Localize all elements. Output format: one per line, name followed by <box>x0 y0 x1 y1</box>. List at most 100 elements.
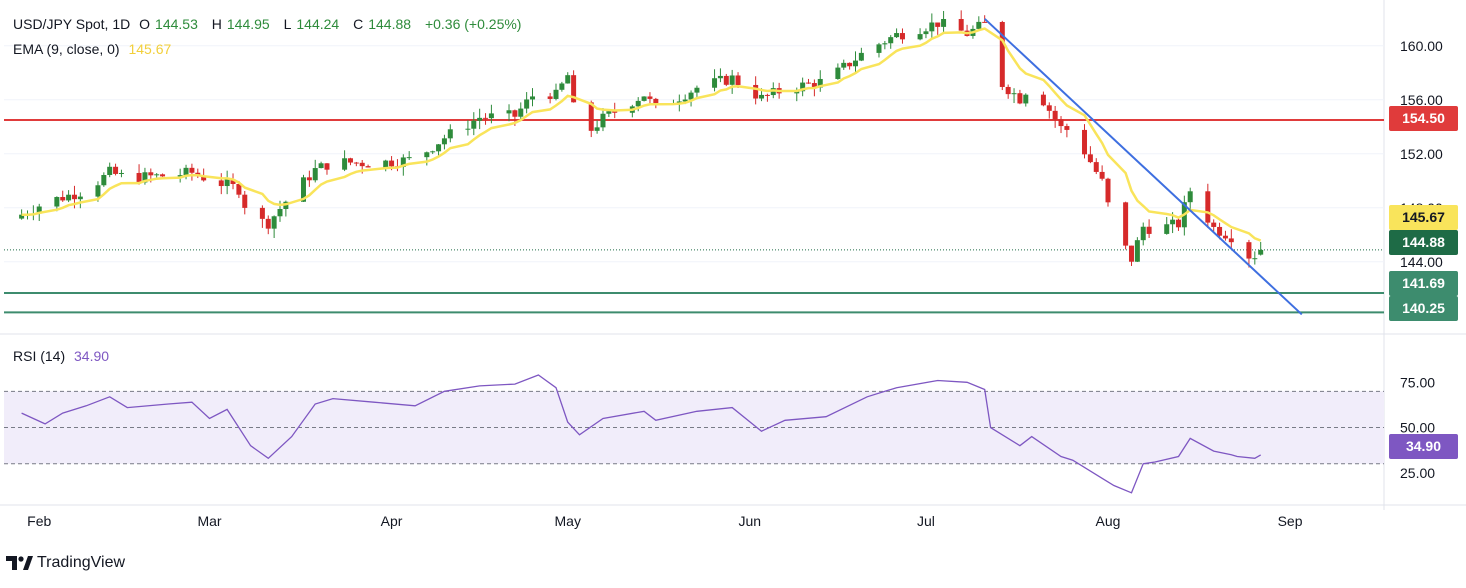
symbol-title: USD/JPY Spot, 1D <box>13 16 131 32</box>
candle <box>1046 102 1052 119</box>
candle <box>929 13 935 40</box>
candle <box>941 10 947 34</box>
candle <box>958 10 964 31</box>
candle <box>406 151 412 160</box>
candle <box>306 170 312 187</box>
candle <box>694 85 700 99</box>
candle <box>565 72 571 84</box>
candle <box>113 163 119 176</box>
candle-body <box>365 166 371 168</box>
candle-body <box>430 151 436 153</box>
candle <box>982 15 988 23</box>
candle-body <box>1217 226 1223 236</box>
candle-body <box>60 197 66 201</box>
candle <box>66 190 72 203</box>
candle-body <box>1087 154 1093 163</box>
candle-body <box>1187 191 1193 203</box>
price-pane <box>4 8 1384 332</box>
candle <box>917 28 923 41</box>
candle <box>101 172 107 187</box>
candle-body <box>806 82 812 84</box>
candle <box>729 69 735 94</box>
candle-body <box>77 196 83 200</box>
candle <box>271 215 277 239</box>
candle-body <box>852 60 858 67</box>
trend-line <box>983 18 1303 316</box>
candle <box>594 120 600 134</box>
candle <box>230 173 236 190</box>
candle <box>365 164 371 168</box>
candle-body <box>265 218 271 229</box>
candle <box>447 124 453 143</box>
rsi-line <box>21 374 1262 494</box>
candle-body <box>347 158 353 163</box>
candle-body <box>565 75 571 84</box>
candle <box>465 120 471 136</box>
resistance-price-label: 154.50 <box>1389 106 1458 131</box>
candle <box>1252 251 1258 265</box>
candle-body <box>688 92 694 100</box>
candle <box>1017 89 1023 105</box>
candle-body <box>612 111 618 113</box>
candle-body <box>1123 202 1129 246</box>
candle-body <box>318 163 324 169</box>
candle <box>342 150 348 172</box>
candle-body <box>518 108 524 117</box>
candle-body <box>530 96 536 100</box>
candle-body <box>811 83 817 88</box>
candle-body <box>259 207 265 219</box>
candle <box>224 170 230 195</box>
candle-body <box>19 214 25 219</box>
candle-body <box>160 174 166 177</box>
candle-body <box>982 21 988 23</box>
time-tick-label: Feb <box>27 513 51 529</box>
candle <box>518 102 524 121</box>
candle <box>353 161 359 167</box>
candle <box>888 35 894 49</box>
high-label: H <box>211 16 222 32</box>
candle-body <box>424 152 430 158</box>
low-label: L <box>283 16 292 32</box>
candle-body <box>1046 105 1052 111</box>
candle <box>477 108 483 130</box>
candle-body <box>923 31 929 35</box>
ema-line <box>21 27 1262 242</box>
candle-body <box>218 180 224 187</box>
candle <box>817 70 823 92</box>
candle <box>1123 201 1129 250</box>
candle-body <box>242 194 248 208</box>
candle <box>160 173 166 177</box>
candle-body <box>553 89 559 99</box>
candle <box>858 47 864 62</box>
candle-body <box>717 75 723 79</box>
candle <box>242 190 248 215</box>
candle <box>894 28 900 39</box>
candle <box>483 113 489 125</box>
candle-body <box>899 33 905 40</box>
candle-body <box>847 62 853 67</box>
open-label: O <box>139 16 151 32</box>
candle-body <box>571 75 577 103</box>
candle-body <box>71 194 77 200</box>
candle <box>841 59 847 70</box>
candle <box>324 163 330 175</box>
close-value: 144.88 <box>368 16 412 32</box>
ema-value: 145.67 <box>128 41 172 57</box>
candle <box>688 90 694 107</box>
candle-body <box>148 172 154 176</box>
rsi-tick-label: 50.00 <box>1400 420 1435 436</box>
candle <box>559 81 565 92</box>
candle-body <box>999 21 1005 87</box>
candle-body <box>353 162 359 164</box>
candle-body <box>447 129 453 139</box>
time-tick-label: Apr <box>381 513 403 529</box>
candle-body <box>1093 162 1099 172</box>
candle <box>347 157 353 166</box>
candle-body <box>876 44 882 53</box>
candle-body <box>547 96 553 99</box>
candle-body <box>66 194 72 201</box>
candle <box>847 62 853 70</box>
candle-body <box>682 99 688 102</box>
candle-body <box>136 172 142 183</box>
